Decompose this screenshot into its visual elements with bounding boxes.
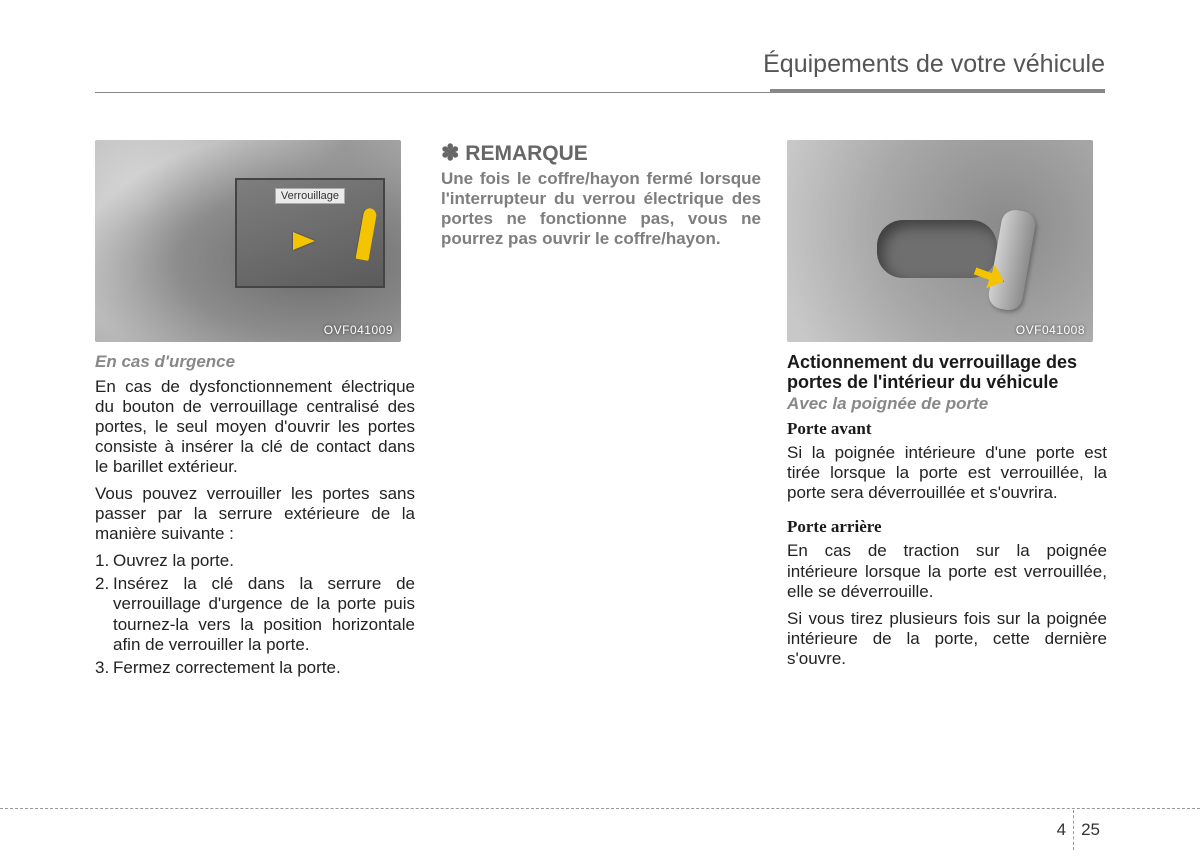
- header-rule: [95, 90, 1105, 94]
- asterisk-icon: ✽: [441, 140, 459, 165]
- list-text: Insérez la clé dans la serrure de verrou…: [113, 574, 415, 654]
- paragraph: Si la poignée intérieure d'une porte est…: [787, 443, 1107, 503]
- page-index: 25: [1081, 820, 1100, 840]
- ordered-list: 1. Ouvrez la porte. 2. Insérez la clé da…: [95, 551, 415, 677]
- figure-label: Verrouillage: [275, 188, 345, 204]
- list-number: 1.: [95, 551, 113, 571]
- subheading-handle: Avec la poignée de porte: [787, 394, 1107, 414]
- heading-lock-operation: Actionnement du verrouillage des portes …: [787, 352, 1107, 392]
- figure-door-handle: OVF041008: [787, 140, 1093, 342]
- list-item: 3. Fermez correctement la porte.: [95, 658, 415, 678]
- arrow-icon: [293, 232, 315, 250]
- footer-rule: [0, 808, 1200, 809]
- chapter-number: 4: [1057, 820, 1066, 840]
- paragraph: Si vous tirez plusieurs fois sur la poig…: [787, 609, 1107, 669]
- page-number: 4 25: [1057, 819, 1100, 841]
- column-3: OVF041008 Actionnement du verrouillage d…: [787, 140, 1107, 681]
- manual-page: Équipements de votre véhicule Verrouilla…: [0, 0, 1200, 861]
- column-2: ✽ REMARQUE Une fois le coffre/hayon ferm…: [441, 140, 761, 681]
- remark-heading: ✽ REMARQUE: [441, 140, 761, 166]
- remark-body: Une fois le coffre/hayon fermé lorsque l…: [441, 169, 761, 249]
- content-columns: Verrouillage OVF041009 En cas d'urgence …: [95, 140, 1105, 681]
- heading-rear-door: Porte arrière: [787, 517, 1107, 537]
- page-separator: [1073, 810, 1074, 850]
- page-header: Équipements de votre véhicule: [95, 50, 1105, 90]
- subheading-emergency: En cas d'urgence: [95, 352, 415, 372]
- figure-door-lock: Verrouillage OVF041009: [95, 140, 401, 342]
- figure-code: OVF041009: [324, 323, 393, 337]
- paragraph: En cas de traction sur la poignée intéri…: [787, 541, 1107, 601]
- paragraph: En cas de dysfonctionnement électrique d…: [95, 377, 415, 477]
- list-number: 3.: [95, 658, 113, 678]
- figure-code: OVF041008: [1016, 323, 1085, 337]
- list-item: 1. Ouvrez la porte.: [95, 551, 415, 571]
- list-number: 2.: [95, 574, 113, 654]
- section-title: Équipements de votre véhicule: [763, 50, 1105, 79]
- heading-front-door: Porte avant: [787, 419, 1107, 439]
- column-1: Verrouillage OVF041009 En cas d'urgence …: [95, 140, 415, 681]
- remark-title: REMARQUE: [465, 142, 588, 165]
- list-text: Ouvrez la porte.: [113, 551, 415, 571]
- paragraph: Vous pouvez verrouiller les portes sans …: [95, 484, 415, 544]
- list-item: 2. Insérez la clé dans la serrure de ver…: [95, 574, 415, 654]
- list-text: Fermez correctement la porte.: [113, 658, 415, 678]
